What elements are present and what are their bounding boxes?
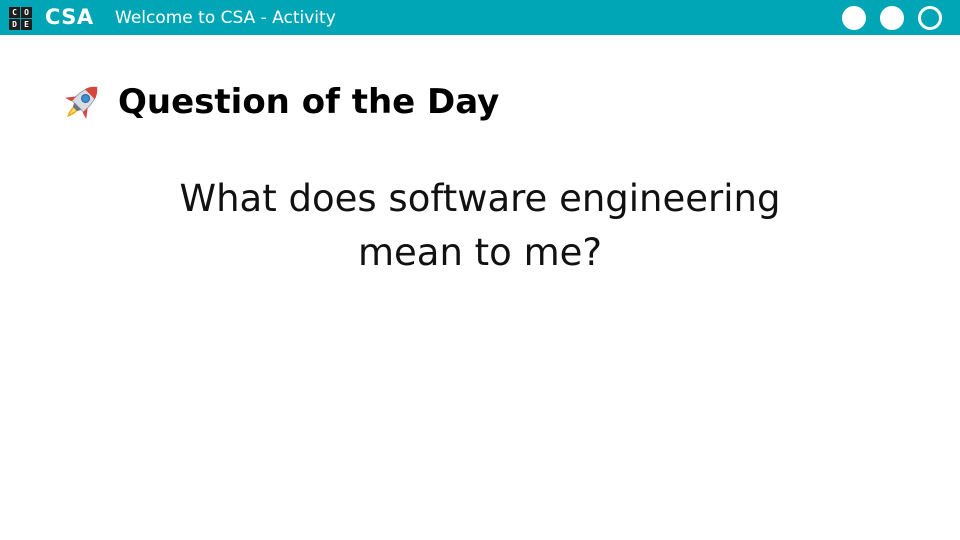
rocket-icon [65, 86, 98, 119]
question-of-day-heading: Question of the Day [58, 78, 499, 126]
code-logo-icon: C O D E [9, 7, 33, 30]
question-text: What does software engineering mean to m… [100, 172, 860, 280]
question-line-1: What does software engineering [179, 177, 781, 220]
question-line-2: mean to me? [357, 231, 603, 274]
logo-letter-o: O [21, 7, 32, 18]
header-title: Welcome to CSA - Activity [115, 8, 336, 28]
circle-button-3[interactable] [918, 6, 942, 30]
header-controls [842, 6, 942, 30]
logo-letter-c: C [9, 7, 20, 18]
circle-button-1[interactable] [842, 6, 866, 30]
logo-letter-d: D [9, 19, 20, 30]
brand-name: CSA [45, 5, 94, 29]
logo-letter-e: E [21, 19, 32, 30]
section-title: Question of the Day [118, 82, 500, 122]
circle-button-2[interactable] [880, 6, 904, 30]
top-bar: C O D E CSA Welcome to CSA - Activity [0, 0, 960, 35]
